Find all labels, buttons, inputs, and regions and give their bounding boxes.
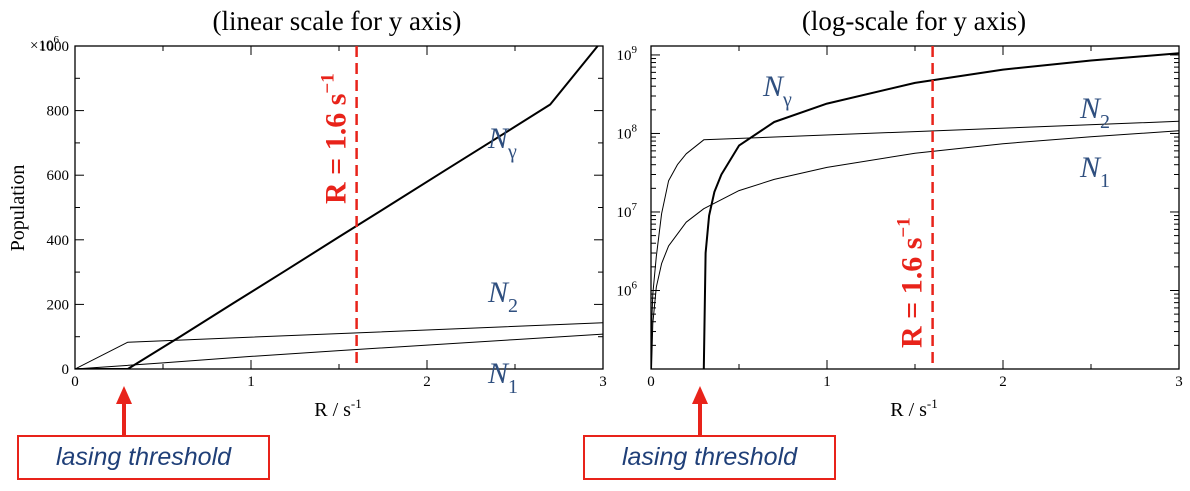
series-lines (75, 46, 603, 369)
series-group (651, 52, 1179, 369)
chart-title: (log-scale for y axis) (802, 6, 1026, 36)
y-tick-label: 106 (617, 279, 638, 299)
y-multiplier: ×106 (30, 34, 59, 54)
x-tick-label: 1 (247, 374, 255, 390)
y-tick-label: 600 (47, 168, 70, 184)
plot-area (74, 45, 604, 370)
series-group (75, 46, 603, 369)
x-tick-label: 1 (823, 374, 831, 390)
series-line-n1 (651, 130, 1179, 369)
lasing-threshold-annotation: lasing threshold (17, 435, 270, 480)
y-tick-label: 108 (617, 122, 638, 142)
x-tick-label: 3 (1175, 374, 1183, 390)
chart-linear: (linear scale for y axis) ×106 0 1 2 3 0 200 4… (7, 6, 607, 421)
lasing-threshold-annotation: lasing threshold (583, 435, 836, 480)
y-tick-label: 800 (47, 104, 70, 120)
series-lines (651, 52, 1179, 369)
plot-area (650, 45, 1180, 370)
x-axis-label: R / s-1 (314, 396, 362, 421)
threshold-arrow-left (116, 386, 132, 435)
y-tick-label: 109 (617, 44, 638, 64)
y-tick-label: 1000 (39, 39, 69, 55)
series-label-n1: N1 (1079, 151, 1110, 192)
series-line-n2 (651, 120, 1179, 369)
series-label-n-gamma: Nγ (762, 70, 792, 111)
y-tick-label: 0 (62, 362, 70, 378)
x-tick-label: 0 (71, 374, 79, 390)
series-label-n1: N1 (487, 357, 518, 398)
ticks: 0 1 2 3 0 200 400 600 800 1000 (39, 39, 607, 390)
series-line-n2 (75, 322, 603, 369)
y-tick-label: 400 (47, 233, 70, 249)
chart-title: (linear scale for y axis) (213, 6, 462, 36)
chart-log: (log-scale for y axis) 0 1 2 3106107108109 … (617, 6, 1183, 421)
y-tick-label: 200 (47, 297, 70, 313)
threshold-arrow-right (692, 386, 708, 435)
marker-label: R = 1.6 s−1 (894, 217, 929, 348)
series-label-n2: N2 (1079, 92, 1110, 133)
series-line-n1 (75, 333, 603, 369)
x-axis-label: R / s-1 (890, 396, 938, 421)
series-line-nγ (702, 52, 1179, 369)
series-label-n2: N2 (487, 276, 518, 317)
x-tick-label: 3 (599, 374, 607, 390)
x-tick-label: 2 (423, 374, 431, 390)
y-tick-label: 107 (617, 201, 638, 221)
series-line-nγ (75, 46, 599, 369)
x-tick-label: 2 (999, 374, 1007, 390)
series-label-n-gamma: Nγ (487, 122, 517, 163)
x-tick-label: 0 (647, 374, 655, 390)
y-axis-label: Population (7, 165, 29, 252)
marker-label: R = 1.6 s−1 (318, 73, 353, 204)
